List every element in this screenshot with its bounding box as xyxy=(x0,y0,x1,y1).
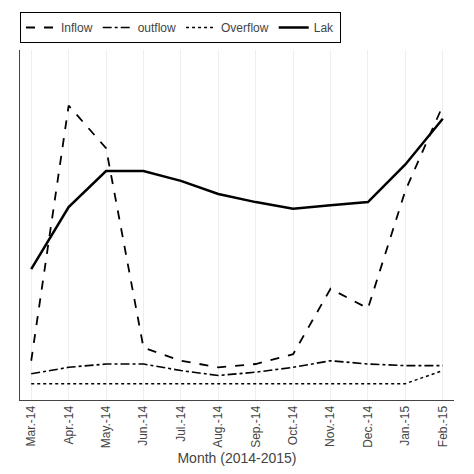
svg-text:Mar.-14: Mar.-14 xyxy=(24,405,38,446)
svg-text:Nov.-14: Nov.-14 xyxy=(323,405,337,446)
svg-text:May.-14: May.-14 xyxy=(99,405,113,448)
svg-text:Apr.-14: Apr.-14 xyxy=(62,405,76,444)
svg-text:Month (2014-2015): Month (2014-2015) xyxy=(177,450,296,466)
svg-text:Overflow: Overflow xyxy=(221,21,269,35)
svg-text:Jul.-14: Jul.-14 xyxy=(174,405,188,441)
svg-text:Jun.-14: Jun.-14 xyxy=(136,405,150,445)
svg-text:Lak: Lak xyxy=(314,21,334,35)
svg-text:Oct.-14: Oct.-14 xyxy=(286,405,300,445)
svg-text:Sep.-14: Sep.-14 xyxy=(249,405,263,447)
svg-text:Dec.-14: Dec.-14 xyxy=(361,405,375,447)
svg-text:Aug.-14: Aug.-14 xyxy=(211,405,225,447)
svg-text:Inflow: Inflow xyxy=(61,21,93,35)
svg-text:Feb.-15: Feb.-15 xyxy=(436,405,450,447)
svg-text:Jan.-15: Jan.-15 xyxy=(398,405,412,445)
svg-text:outflow: outflow xyxy=(138,21,176,35)
